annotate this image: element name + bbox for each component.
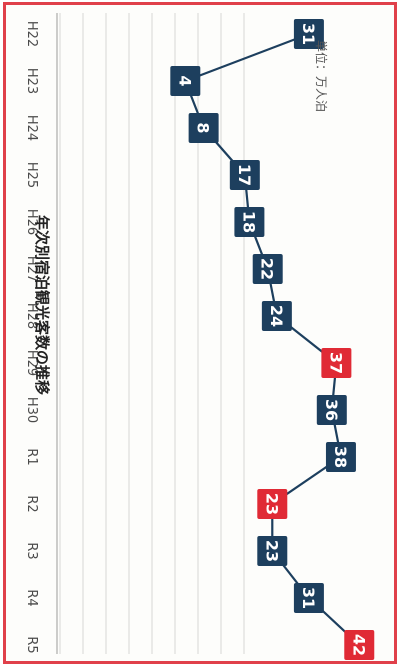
data-label: 31 — [299, 587, 318, 609]
x-tick-label: R4 — [24, 589, 39, 606]
data-point: 18 — [234, 207, 265, 237]
data-point: 24 — [261, 301, 292, 331]
x-tick-label: H26 — [24, 209, 39, 235]
x-tick-label: R2 — [24, 495, 39, 512]
data-point-marker — [321, 348, 352, 378]
data-label: 22 — [258, 258, 277, 280]
data-label: 17 — [235, 164, 254, 186]
data-point: 42 — [344, 630, 375, 660]
data-label: 31 — [299, 23, 318, 45]
x-tick-label: R3 — [24, 542, 39, 559]
data-point: 22 — [252, 254, 283, 284]
data-point: 4 — [170, 66, 201, 96]
chart-frame — [3, 2, 397, 664]
data-point: 23 — [257, 489, 288, 519]
data-point-marker — [234, 207, 265, 237]
data-point-marker — [325, 442, 356, 472]
x-tick-label: H29 — [24, 350, 39, 376]
data-label: 36 — [322, 399, 341, 421]
data-point: 17 — [229, 160, 260, 190]
data-point-marker — [293, 19, 324, 49]
x-tick-label: H28 — [24, 303, 39, 329]
data-point: 8 — [188, 113, 219, 143]
data-point: 23 — [257, 536, 288, 566]
data-label: 23 — [262, 493, 281, 515]
gridlines — [56, 13, 245, 654]
x-tick-label: H24 — [24, 115, 39, 141]
data-point: 31 — [293, 583, 324, 613]
data-point-marker — [344, 630, 375, 660]
x-tick-labels: H22 H23 H24 H25 H26 H27 H28 H29 H30 R1 R2 R3 R4 R5 — [24, 21, 39, 654]
data-point-marker — [252, 254, 283, 284]
data-point-marker — [229, 160, 260, 190]
data-label: 23 — [262, 540, 281, 562]
data-point-marker — [170, 66, 201, 96]
data-point-marker — [188, 113, 219, 143]
x-tick-label: H22 — [24, 21, 39, 47]
x-tick-label: H25 — [24, 162, 39, 188]
x-tick-label: H30 — [24, 397, 39, 423]
data-point-marker — [293, 583, 324, 613]
data-points: 31 4 8 17 18 22 24 37 36 38 23 23 31 42 — [170, 19, 375, 660]
data-point-marker — [316, 395, 347, 425]
data-point: 37 — [321, 348, 352, 378]
x-tick-label: R1 — [24, 448, 39, 465]
x-tick-label: R5 — [24, 636, 39, 653]
data-point-marker — [257, 536, 288, 566]
chart-title: 年次別宿泊観光客数の推移 — [33, 215, 51, 395]
data-point: 36 — [316, 395, 347, 425]
x-tick-label: H27 — [24, 256, 39, 282]
data-label: 18 — [239, 211, 258, 233]
data-label: 37 — [326, 352, 345, 374]
data-point: 31 — [293, 19, 324, 49]
data-label: 38 — [331, 446, 350, 468]
data-point: 38 — [325, 442, 356, 472]
data-label: 42 — [349, 634, 368, 656]
data-label: 24 — [267, 305, 286, 327]
unit-note: 単位：万人泊 — [314, 40, 329, 112]
data-label: 8 — [194, 122, 213, 133]
data-label: 4 — [175, 75, 194, 86]
x-tick-label: H23 — [24, 68, 39, 94]
data-point-marker — [257, 489, 288, 519]
data-point-marker — [261, 301, 292, 331]
